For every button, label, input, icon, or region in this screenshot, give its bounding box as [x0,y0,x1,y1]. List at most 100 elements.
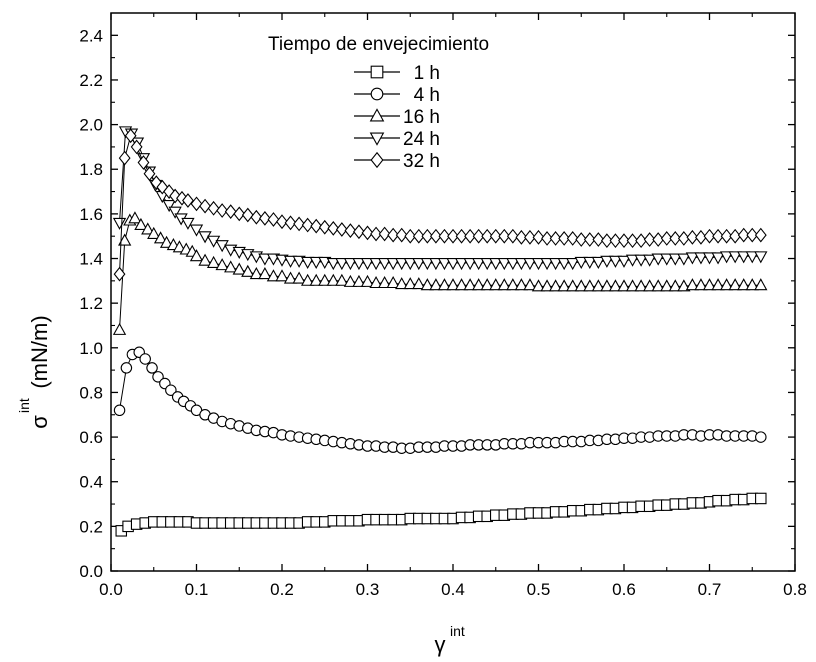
data-point-triangle-up [412,277,426,290]
data-point-triangle-down [514,258,529,271]
data-point-triangle-down [540,258,554,271]
data-point-triangle-down [719,251,734,264]
legend-label: 32 h [403,151,440,172]
y-tick-label: 1.8 [79,160,103,179]
data-point-triangle-up [651,279,665,292]
data-point-diamond [549,231,562,246]
data-point-diamond [301,217,314,233]
data-point-diamond [592,232,605,247]
data-point-diamond [635,233,648,249]
plot-frame [110,12,796,572]
data-point-triangle-down [377,258,392,271]
y-tick-label: 0.6 [79,428,103,447]
data-point-triangle-down [420,258,435,271]
legend-marker-diamond [370,151,384,169]
y-tick-label: 2.4 [79,26,103,45]
data-point-circle [755,431,767,443]
data-point-triangle-down [463,258,477,271]
data-point-diamond [558,231,571,246]
data-point-triangle-down [352,258,366,271]
data-point-triangle-down [625,254,640,267]
data-point-triangle-up [497,278,511,291]
data-point-triangle-down [386,258,400,271]
data-point-triangle-up [591,279,606,292]
data-point-triangle-up [625,279,640,292]
data-point-triangle-down [728,251,742,264]
data-point-triangle-up [360,274,375,287]
x-tick-label: 0.2 [270,580,294,599]
series-layer [112,126,768,537]
x-tick-label: 0.0 [99,580,123,599]
data-point-triangle-up [224,260,238,273]
legend-marker-square [370,65,384,79]
y-tick-label: 1.4 [79,250,103,269]
data-point-diamond [481,228,494,244]
data-point-triangle-up [241,264,255,277]
data-point-triangle-up [540,279,554,292]
data-point-triangle-down [531,258,546,271]
data-point-triangle-down [642,254,657,267]
data-point-circle [139,353,151,365]
data-point-diamond [455,228,468,244]
data-point-triangle-down [634,254,648,267]
data-point-triangle-down [429,258,443,271]
data-point-circle [146,362,158,374]
data-point-triangle-up [548,279,563,292]
legend-item: 4 h [354,85,440,106]
data-point-diamond [703,228,716,244]
data-point-triangle-up [454,278,469,291]
data-point-diamond [695,229,707,245]
data-point-diamond [506,228,519,244]
data-point-triangle-down [360,258,375,271]
data-point-triangle-down [168,206,182,219]
y-tick-label: 1.2 [79,294,103,313]
data-point-triangle-down [677,253,691,266]
data-point-diamond [113,266,126,282]
data-point-triangle-up [617,279,631,292]
data-point-triangle-down [318,256,332,269]
data-point-diamond [190,196,203,212]
data-point-diamond [600,233,613,249]
data-point-triangle-down [489,258,503,271]
data-point-triangle-up [128,211,142,224]
data-point-triangle-up [206,255,221,268]
data-point-circle [120,362,133,374]
data-point-triangle-up [266,269,281,282]
data-point-triangle-up [480,278,494,291]
data-point-diamond [652,232,665,247]
data-point-triangle-down [523,258,537,271]
data-point-diamond [241,207,254,223]
y-axis-unit: (mN/m) [27,315,52,388]
series-32h [113,128,767,282]
data-point-circle [165,384,177,396]
y-axis-title: σ [27,415,52,429]
data-point-triangle-down [583,256,597,269]
data-point-triangle-down [395,258,409,271]
legend-layer: Tiempo de envejecimiento 1 h4 h16 h24 h3… [268,34,489,172]
y-tick-label: 0.4 [79,473,103,492]
data-point-diamond [669,231,682,246]
data-point-diamond [660,231,673,246]
data-point-triangle-up [420,278,435,291]
data-point-diamond [686,229,699,245]
data-point-triangle-up [369,275,383,289]
data-point-diamond [169,188,182,204]
data-point-triangle-up [634,279,648,292]
data-point-triangle-down [497,258,511,271]
data-point-triangle-down [258,253,272,266]
data-point-triangle-down [412,258,426,271]
data-point-triangle-down [181,217,195,230]
series-24h [112,126,768,271]
data-point-diamond [429,228,442,244]
data-point-triangle-up [292,271,306,284]
data-point-triangle-up [147,226,161,239]
data-point-diamond [118,150,131,166]
data-point-triangle-up [249,267,264,280]
data-point-triangle-up [566,279,580,292]
data-point-triangle-down [591,256,606,269]
data-point-circle [152,371,164,383]
legend-item: 1 h [354,63,440,84]
data-point-triangle-down [162,199,176,213]
data-point-diamond [267,212,280,227]
data-point-diamond [626,233,639,249]
